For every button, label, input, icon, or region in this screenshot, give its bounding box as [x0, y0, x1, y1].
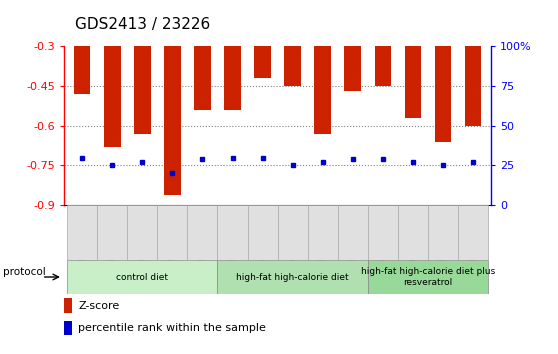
Text: GDS2413 / 23226: GDS2413 / 23226: [75, 17, 210, 32]
Text: control diet: control diet: [116, 273, 169, 281]
Bar: [314, 46, 331, 133]
Bar: [164, 46, 181, 195]
Bar: [224, 46, 241, 110]
Bar: [187, 205, 218, 260]
Bar: [104, 46, 121, 147]
Text: Z-score: Z-score: [78, 301, 119, 311]
Bar: [338, 205, 368, 260]
Bar: [248, 205, 278, 260]
Bar: [97, 205, 127, 260]
Bar: [278, 205, 307, 260]
Bar: [435, 46, 451, 142]
Bar: [218, 205, 248, 260]
Text: high-fat high-calorie diet: high-fat high-calorie diet: [237, 273, 349, 281]
Bar: [194, 46, 211, 110]
Bar: [465, 46, 481, 126]
Text: high-fat high-calorie diet plus
resveratrol: high-fat high-calorie diet plus resverat…: [361, 267, 495, 287]
Bar: [428, 205, 458, 260]
Text: protocol: protocol: [3, 267, 46, 277]
Bar: [368, 205, 398, 260]
Bar: [405, 46, 421, 118]
Bar: [127, 205, 157, 260]
Bar: [307, 205, 338, 260]
Bar: [368, 260, 488, 294]
Bar: [67, 205, 97, 260]
Bar: [64, 298, 72, 313]
Bar: [344, 46, 361, 91]
Bar: [64, 320, 72, 335]
Bar: [458, 205, 488, 260]
Bar: [285, 46, 301, 86]
Bar: [254, 46, 271, 78]
Text: percentile rank within the sample: percentile rank within the sample: [78, 323, 266, 333]
Bar: [157, 205, 187, 260]
Bar: [398, 205, 428, 260]
Bar: [374, 46, 391, 86]
Bar: [67, 260, 218, 294]
Bar: [218, 260, 368, 294]
Bar: [134, 46, 151, 133]
Bar: [74, 46, 90, 94]
